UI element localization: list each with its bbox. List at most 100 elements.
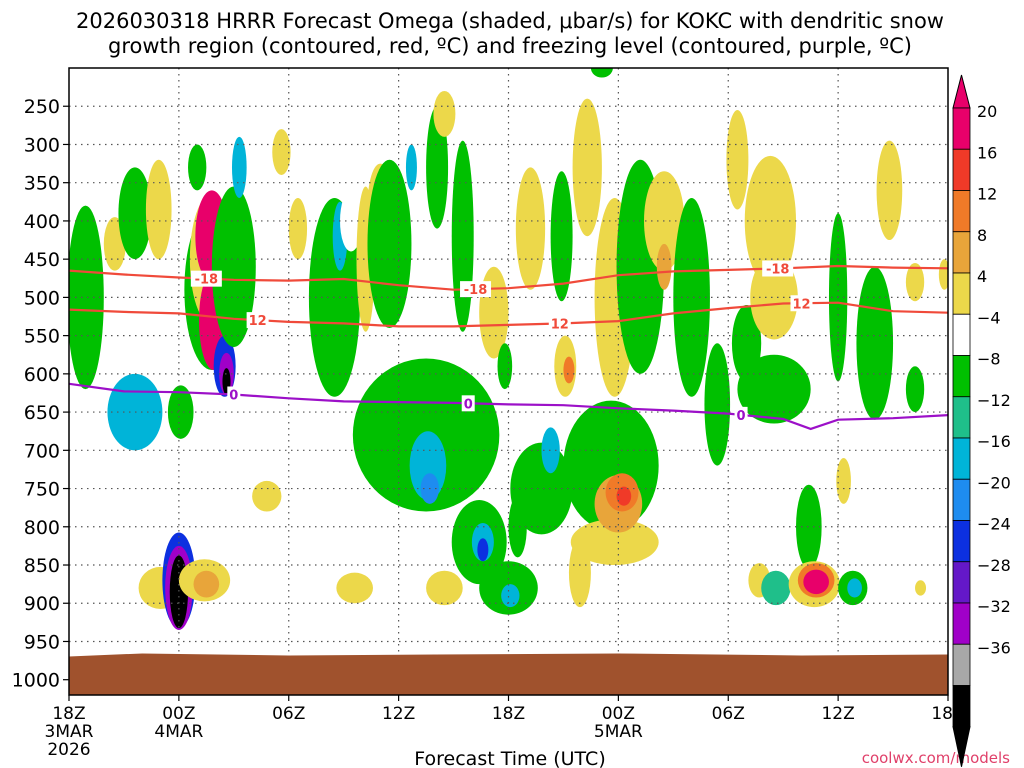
colorbar-label-3: 8 — [977, 226, 987, 245]
isotherm-label-1-0: 12 — [249, 314, 267, 329]
x-tick-label-6-1: 4MAR — [154, 722, 203, 742]
y-tick-label-500: 500 — [24, 287, 60, 309]
omega-cell-55 — [572, 98, 602, 237]
omega-cell-64 — [656, 243, 672, 290]
colorbar-label-8: −16 — [977, 432, 1011, 451]
y-tick-label-900: 900 — [24, 593, 60, 615]
x-tick-label-30-0: 00Z — [602, 704, 635, 724]
omega-cell-73 — [761, 570, 791, 606]
omega-cell-57 — [570, 519, 659, 566]
colorbar-swatch-0 — [952, 107, 971, 150]
omega-cell-3 — [107, 373, 163, 451]
colorbar-label-1: 16 — [977, 143, 997, 162]
y-tick-label-700: 700 — [24, 440, 60, 462]
colorbar: 20 16 12 8 4 −4 −8 −12 −16 −20 −24 −28 −32 −36 — [952, 74, 1011, 767]
colorbar-label-13: −36 — [977, 638, 1011, 657]
omega-cell-12 — [193, 570, 220, 598]
omega-cell-32 — [405, 144, 417, 191]
isotherm-line-2 — [69, 382, 948, 431]
omega-cell-86 — [938, 259, 948, 290]
y-tick-label-350: 350 — [24, 173, 60, 195]
colorbar-label-11: −28 — [977, 556, 1011, 575]
isotherm-label-1-2: 12 — [792, 297, 810, 312]
colorbar-label-5: −4 — [977, 308, 1001, 327]
omega-cell-51 — [550, 171, 573, 302]
x-tick-label-18-0: 12Z — [382, 704, 415, 724]
isotherm-label-bg-2-2 — [734, 406, 748, 423]
omega-cell-88 — [590, 68, 613, 78]
omega-cell-67 — [726, 110, 749, 210]
colorbar-swatch-3 — [952, 231, 971, 274]
isotherm-label-2-2: 0 — [737, 409, 746, 424]
colorbar-swatch-5 — [952, 313, 971, 356]
omega-cell-66 — [704, 343, 731, 466]
colorbar-swatch-7 — [952, 396, 971, 439]
omega-cell-22 — [252, 480, 282, 512]
colorbar-label-4: 4 — [977, 267, 987, 286]
omega-cell-4 — [145, 159, 172, 260]
omega-cell-46 — [501, 584, 520, 608]
isotherm-label-2-0: 0 — [229, 388, 238, 403]
isotherm-label-0-1: -18 — [464, 283, 488, 298]
colorbar-label-9: −20 — [977, 473, 1011, 492]
colorbar-swatch-11 — [952, 561, 971, 604]
ground-layer — [69, 653, 948, 695]
isotherm-label-bg-0-2 — [762, 260, 794, 277]
x-tick-label-42-0: 12Z — [821, 704, 854, 724]
colorbar-swatch-8 — [952, 437, 971, 480]
x-axis-label: Forecast Time (UTC) — [414, 748, 605, 768]
omega-cell-84 — [905, 262, 925, 302]
colorbar-label-12: −32 — [977, 597, 1011, 616]
x-tick-label-24-0: 18Z — [492, 704, 525, 724]
omega-cell-69 — [737, 354, 811, 424]
colorbar-label-6: −8 — [977, 350, 1001, 369]
y-tick-label-800: 800 — [24, 517, 60, 539]
colorbar-swatch-12 — [952, 602, 971, 645]
colorbar-swatch-10 — [952, 520, 971, 563]
colorbar-swatch-9 — [952, 478, 971, 521]
isotherm-contours: -18 -18 -18 12 12 12 0 0 0 — [69, 260, 948, 431]
y-tick-label-1000: 1000 — [12, 670, 60, 692]
omega-cell-71 — [744, 155, 797, 286]
omega-cell-31 — [367, 159, 412, 328]
chart-title-line-1: 2026030318 HRRR Forecast Omega (shaded, … — [76, 9, 944, 33]
y-axis-pressure: 250 300 350 400 450 500 550 600 650 700 750 800 850 9… — [12, 96, 69, 692]
omega-cell-50 — [541, 427, 560, 474]
y-tick-label-650: 650 — [24, 402, 60, 424]
omega-cell-65 — [673, 197, 710, 397]
omega-cell-82 — [856, 266, 894, 420]
omega-cell-81 — [847, 578, 862, 598]
omega-cell-24 — [288, 197, 308, 260]
omega-cell-42 — [477, 538, 489, 562]
isotherm-label-bg-0-0 — [190, 270, 222, 287]
omega-cell-9 — [167, 385, 194, 439]
y-tick-label-850: 850 — [24, 555, 60, 577]
omega-cell-77 — [803, 569, 829, 595]
omega-cell-83 — [876, 140, 903, 241]
ground-below-surface — [69, 653, 948, 695]
y-tick-label-600: 600 — [24, 364, 60, 386]
omega-cell-53 — [563, 356, 575, 384]
colorbar-swatch-6 — [952, 355, 971, 398]
omega-cell-38 — [433, 90, 456, 137]
colorbar-label-0: 20 — [977, 102, 997, 121]
isotherm-label-0-2: -18 — [766, 262, 790, 277]
x-tick-label-36-0: 06Z — [712, 704, 745, 724]
omega-cell-39 — [451, 140, 474, 332]
y-tick-label-550: 550 — [24, 326, 60, 348]
isotherm-label-bg-2-0 — [227, 386, 241, 403]
y-tick-label-950: 950 — [24, 631, 60, 653]
y-tick-label-300: 300 — [24, 134, 60, 156]
isotherm-label-bg-1-0 — [246, 312, 269, 329]
y-tick-label-400: 400 — [24, 211, 60, 233]
omega-cell-10 — [188, 144, 207, 191]
isotherm-label-bg-0-1 — [460, 281, 492, 298]
omega-cell-20 — [211, 186, 256, 348]
isotherm-label-0-0: -18 — [195, 273, 219, 288]
omega-cell-37 — [426, 570, 463, 606]
y-tick-label-250: 250 — [24, 96, 60, 118]
isotherm-label-2-1: 0 — [464, 397, 473, 412]
colorbar-bottom-arrow — [952, 726, 971, 767]
omega-cell-0 — [69, 205, 104, 390]
